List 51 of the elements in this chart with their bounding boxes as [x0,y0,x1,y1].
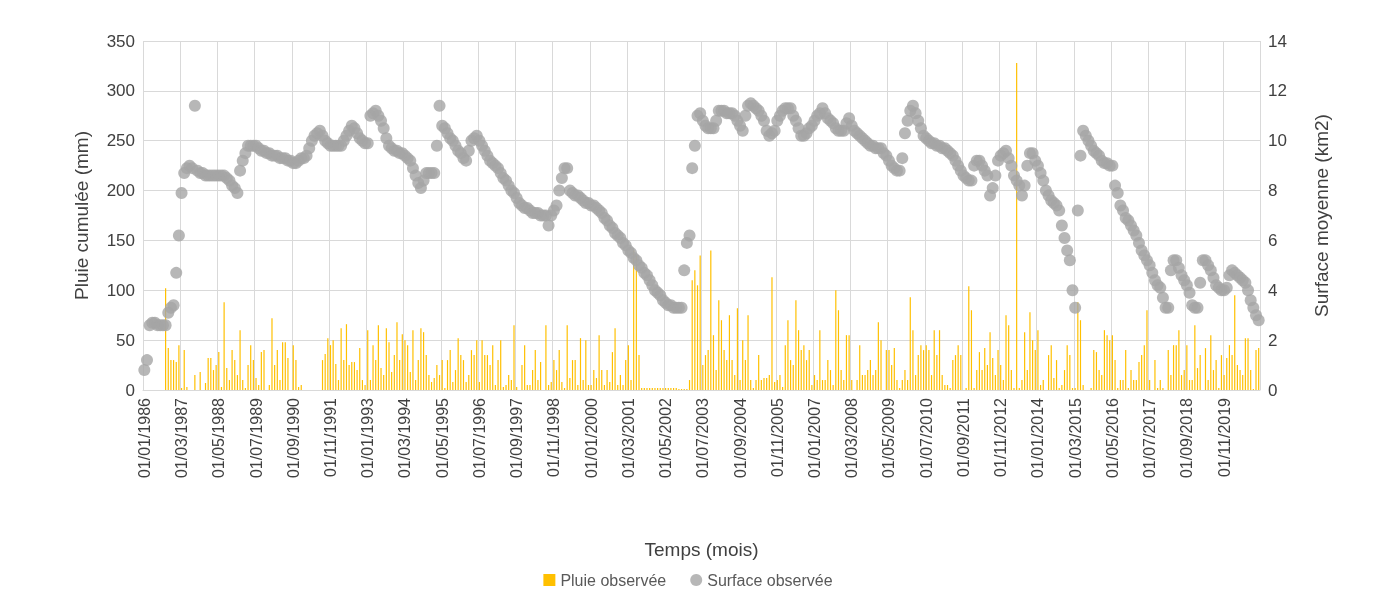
y-tick-label: 300 [106,81,135,101]
y-tick-label: 150 [106,230,135,250]
legend-label: Surface observée [707,571,833,589]
x-axis-title: Temps (mois) [644,539,759,560]
x-tick-label: 01/09/1997 [508,397,526,479]
x-tick-label: 01/05/2002 [657,397,675,479]
x-tick-label: 01/11/1998 [545,397,563,477]
legend-label: Pluie observée [560,571,667,589]
x-tick-label: 01/03/2008 [843,397,861,479]
x-tick-label: 01/01/1986 [135,397,153,479]
x-tick-label: 01/09/2004 [731,397,749,479]
x-tick-label: 01/11/2012 [992,397,1010,477]
x-tick-label: 01/07/1996 [470,397,488,479]
x-tick-label: 01/03/2001 [619,397,637,479]
y-tick-label: 0 [125,380,135,400]
y2-tick-label: 10 [1268,131,1287,151]
x-tick-label: 01/11/1991 [322,397,339,477]
y2-tick-label: 12 [1268,81,1287,101]
x-tick-label: 01/03/2015 [1066,397,1084,479]
x-tick-label: 01/07/2003 [694,397,712,479]
x-tick-label: 01/05/1995 [433,397,451,479]
y2-tick-label: 4 [1268,280,1278,300]
x-tick-label: 01/09/2018 [1178,397,1196,479]
x-tick-label: 01/05/2016 [1103,397,1121,479]
x-tick-label: 01/11/2005 [768,397,786,477]
x-tick-label: 01/05/1988 [210,397,228,479]
x-tick-label: 01/05/2009 [880,397,898,479]
x-tick-label: 01/03/1994 [396,397,414,479]
y2-axis-title: Surface moyenne (km2) [1311,114,1332,317]
y2-tick-label: 2 [1268,330,1278,350]
x-tick-label: 01/01/2000 [582,397,600,479]
x-tick-label: 01/07/2010 [917,397,935,479]
x-tick-label: 01/01/2007 [806,397,824,479]
y-tick-label: 250 [106,131,135,151]
y2-tick-label: 14 [1268,31,1287,51]
y-tick-label: 50 [116,330,135,350]
y-tick-label: 100 [106,280,135,300]
x-tick-label: 01/01/2014 [1029,397,1047,479]
x-tick-label: 01/09/1990 [284,397,302,479]
x-tick-label: 01/07/2017 [1141,397,1159,479]
x-tick-label: 01/03/1987 [173,397,191,479]
x-tick-label: 01/07/1989 [247,397,265,479]
y-tick-label: 200 [106,181,135,201]
x-tick-label: 01/11/2019 [1215,397,1233,477]
y2-tick-label: 8 [1268,181,1278,201]
y2-tick-label: 0 [1268,380,1278,400]
x-tick-label: 01/01/1993 [359,397,377,479]
y-axis-title: Pluie cumulée (mm) [71,131,92,300]
y-tick-label: 350 [106,31,135,51]
y2-tick-label: 6 [1268,230,1278,250]
x-tick-label: 01/09/2011 [954,397,972,477]
